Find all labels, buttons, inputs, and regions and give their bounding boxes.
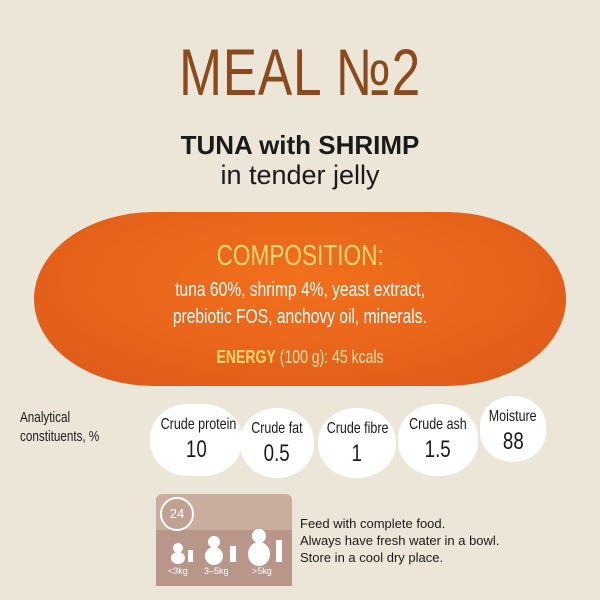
constituent-name: Crude ash bbox=[398, 416, 478, 434]
constituent-value: 88 bbox=[480, 428, 546, 456]
instruction: Always have fresh water in a bowl. bbox=[300, 533, 500, 548]
constituent-name: Crude fibre bbox=[318, 420, 396, 438]
title-text: MEAL №2 bbox=[179, 35, 421, 109]
constituent-value-text: 10 bbox=[185, 436, 207, 463]
constituent-badge: Crude fat 0.5 bbox=[240, 408, 314, 478]
analytical-heading: Analytical constituents, % bbox=[20, 408, 160, 446]
constituent-value-text: 88 bbox=[502, 428, 524, 455]
analytical-line: Analytical bbox=[20, 408, 160, 427]
feeding-icon: <3kg 3–5kg >5kg bbox=[156, 494, 292, 586]
constituent-value: 10 bbox=[150, 436, 242, 464]
constituent-name-text: Moisture bbox=[489, 408, 537, 425]
composition-panel bbox=[34, 212, 566, 386]
energy-label: ENERGY bbox=[216, 347, 276, 367]
constituent-value-text: 1 bbox=[351, 440, 363, 467]
instruction: Feed with complete food. bbox=[300, 516, 446, 531]
constituent-name-text: Crude protein bbox=[160, 416, 237, 433]
composition-text: tuna 60%, shrimp 4%, yeast extract, bbox=[0, 279, 600, 302]
constituent-name-text: Crude fat bbox=[251, 420, 303, 437]
feeding-instructions: Feed with complete food. Always have fre… bbox=[300, 515, 499, 566]
weight-label: <3kg bbox=[168, 566, 188, 576]
constituent-name: Crude fat bbox=[240, 420, 314, 438]
constituent-name-text: Crude ash bbox=[409, 416, 467, 433]
constituent-name: Crude protein bbox=[150, 416, 242, 434]
title: MEAL №2 bbox=[0, 34, 600, 110]
cat-icons bbox=[156, 529, 292, 586]
constituent-badge: Crude fibre 1 bbox=[318, 408, 396, 478]
constituent-value: 1.5 bbox=[398, 436, 478, 464]
constituent-value: 0.5 bbox=[240, 440, 314, 468]
clock-icon: 24 bbox=[160, 497, 194, 531]
analytical-text: Analytical bbox=[20, 409, 71, 426]
constituent-value-text: 1.5 bbox=[424, 436, 452, 463]
composition-text: prebiotic FOS, anchovy oil, minerals. bbox=[0, 306, 600, 329]
composition-line: tuna 60%, shrimp 4%, yeast extract, bbox=[175, 279, 425, 301]
analytical-text: constituents, % bbox=[20, 428, 100, 445]
composition-heading: COMPOSITION: bbox=[0, 240, 600, 273]
energy: ENERGY (100 g): 45 kcals bbox=[0, 347, 600, 368]
composition-heading-text: COMPOSITION: bbox=[216, 240, 384, 272]
constituent-badge: Moisture 88 bbox=[480, 396, 546, 462]
constituent-value-text: 0.5 bbox=[263, 440, 291, 467]
constituent-badge: Crude protein 10 bbox=[150, 404, 242, 476]
weight-label: 3–5kg bbox=[204, 566, 229, 576]
product-name: TUNA with SHRIMP bbox=[180, 130, 420, 160]
product-description: in tender jelly bbox=[220, 160, 380, 190]
energy-value: (100 g): 45 kcals bbox=[279, 347, 384, 367]
analytical-line: constituents, % bbox=[20, 427, 160, 446]
composition-line: prebiotic FOS, anchovy oil, minerals. bbox=[172, 306, 428, 328]
constituent-badge: Crude ash 1.5 bbox=[398, 404, 478, 476]
constituent-value: 1 bbox=[318, 440, 396, 468]
constituent-name: Moisture bbox=[480, 408, 546, 426]
energy-text: ENERGY (100 g): 45 kcals bbox=[216, 347, 383, 368]
cats bbox=[171, 529, 282, 566]
weight-label: >5kg bbox=[252, 566, 272, 576]
instruction: Store in a cool dry place. bbox=[300, 550, 444, 565]
constituent-name-text: Crude fibre bbox=[326, 420, 389, 437]
